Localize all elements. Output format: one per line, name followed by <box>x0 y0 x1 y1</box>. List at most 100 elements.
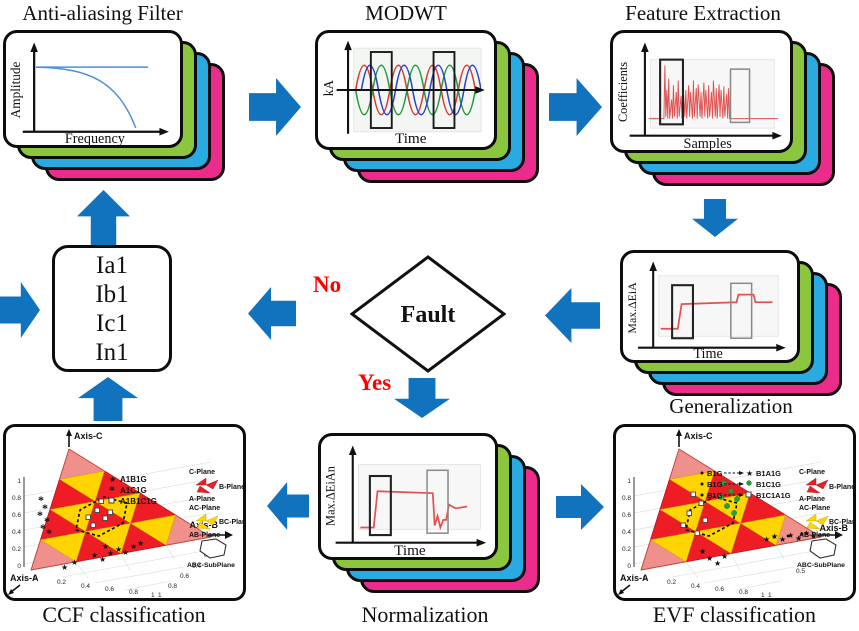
fault-window-1 <box>659 58 684 126</box>
legend-arrowhead <box>739 471 744 475</box>
green-dot-marker <box>746 480 752 486</box>
svg-text:*: * <box>38 493 44 507</box>
arrow-signalbox-to-antialiasing <box>77 190 130 245</box>
svg-text:★: ★ <box>61 563 68 572</box>
arrow-antialiasing-to-modwt <box>249 78 301 136</box>
arrow-fault-no-to-signalbox <box>248 287 296 340</box>
x-axis-label: Frequency <box>65 131 126 145</box>
filter-rolloff-curve <box>36 66 137 129</box>
three-phase-waveforms <box>354 64 482 116</box>
b-tick: 0.5 <box>796 568 805 575</box>
x-axis-label: Time <box>394 542 426 557</box>
svg-text:★: ★ <box>721 552 728 561</box>
plane-legend: C-Plane B-Plane A-Plane AC-Plane BC-Plan… <box>187 469 243 569</box>
purple-asterisk-marker: * <box>109 483 115 497</box>
legend-arrowhead <box>739 482 744 486</box>
fault-window-2 <box>432 51 456 129</box>
arrow-feature-to-generalization <box>692 199 738 237</box>
svg-text:★: ★ <box>787 531 794 540</box>
axis-a-arrowhead <box>618 589 624 595</box>
a-tick: 0.4 <box>81 583 90 590</box>
axis-c-label: Axis-C <box>74 431 103 441</box>
antialiasing-plot-card: Amplitude Frequency <box>3 30 183 148</box>
svg-text:★: ★ <box>706 554 713 563</box>
y-axis-arrowhead <box>649 261 657 271</box>
plane-label: ABC-SubPlane <box>797 562 845 569</box>
feature-plot: Coefficients Samples <box>616 42 782 150</box>
normalization-plot: Max.ΔEiAn Time <box>324 445 487 557</box>
svg-text:*: * <box>44 514 50 528</box>
scatter-b1c1a1g <box>680 491 708 536</box>
axis-c-arrowhead <box>66 429 72 436</box>
scatter-a1b1g: ★ ★★ ★ ★★ ★★★★ <box>61 539 144 572</box>
modwt-title: MODWT <box>365 1 447 25</box>
fault-window-1 <box>369 51 393 129</box>
signal-line-ia1: Ia1 <box>96 251 128 279</box>
fault-window-2 <box>729 68 751 124</box>
a-tick: 1 <box>151 592 155 598</box>
arrow-fault-yes-to-normalization <box>394 378 450 418</box>
x-axis-arrowhead <box>776 343 786 352</box>
modwt-plot: kA Time <box>321 40 485 147</box>
plane-label: AC-Plane <box>189 505 220 512</box>
evf-inner-legend: B1G ★ B1A1G B1G B1C1G B1G B1C1A1G <box>700 469 791 500</box>
scatter-b1c1g <box>718 480 740 516</box>
axis-a-label: Axis-A <box>10 573 39 583</box>
svg-text:★: ★ <box>122 548 129 557</box>
svg-text:*: * <box>42 501 48 515</box>
v-tick: 0.2 <box>622 546 631 553</box>
fault-decision-diamond: Fault <box>349 255 507 373</box>
b-tick: 0.6 <box>180 573 189 580</box>
axis-c-label: Axis-C <box>684 431 713 441</box>
ccf-inner-legend: ★ A1B1G * A1C1G A1B1C1G <box>108 475 157 506</box>
x-axis-label: Time <box>395 130 427 147</box>
abc-subplane-hexagon <box>75 496 128 537</box>
a-tick: 0.2 <box>667 579 676 586</box>
evf-caption: EVF classification <box>652 602 817 627</box>
plane-label: ABC-SubPlane <box>187 562 235 569</box>
y-axis-arrowhead <box>348 445 357 456</box>
y-axis-label: kA <box>321 80 336 97</box>
plane-label: A-Plane <box>799 496 825 503</box>
axis-c-arrowhead <box>676 429 682 436</box>
axis-a-label: Axis-A <box>620 573 649 583</box>
scatter-b1g-black <box>772 532 804 539</box>
y-axis-arrowhead <box>344 40 352 51</box>
y-axis-label: Max.ΔEiA <box>625 282 639 334</box>
arrow-normalization-to-evf <box>556 484 604 530</box>
v-tick: 0.8 <box>12 495 21 502</box>
yes-branch-label: Yes <box>358 370 392 395</box>
generalization-plot-card: Max.ΔEiA Time <box>620 250 800 363</box>
a-tick: 0.2 <box>57 579 66 586</box>
generalization-plot: Max.ΔEiA Time <box>625 261 786 360</box>
a-tick: 0.6 <box>105 586 114 593</box>
ccf-classification-panel: 1 0.8 0.6 0.4 0.2 0 Axis-C Axis-B Axis-A… <box>3 424 246 601</box>
svg-text:★: ★ <box>71 558 78 567</box>
fault-condition-label: Fault <box>401 302 456 328</box>
open-square-marker <box>745 491 752 498</box>
svg-text:★: ★ <box>102 542 109 551</box>
fault-window-1 <box>368 474 392 537</box>
legend-label: A1C1G <box>120 486 147 495</box>
black-dot-marker <box>700 471 704 475</box>
evf-ternary-plot: 1 0.8 0.6 0.4 0.2 0 Axis-C Axis-B Axis-A… <box>618 429 853 598</box>
v-tick: 0.2 <box>12 546 21 553</box>
signal-line-ic1: Ic1 <box>96 309 128 337</box>
legend-label: B1A1G <box>756 469 781 478</box>
svg-text:★: ★ <box>137 539 144 548</box>
arrow-generalization-to-fault <box>545 288 600 343</box>
fault-window-2 <box>426 469 449 534</box>
v-tick: 0.4 <box>12 529 21 536</box>
plane-label: BC-Plane <box>829 519 853 526</box>
x-axis-arrowhead <box>475 86 485 94</box>
evf-classification-panel: 1 0.8 0.6 0.4 0.2 0 Axis-C Axis-B Axis-A… <box>613 424 856 601</box>
svg-text:★: ★ <box>779 535 786 544</box>
axis-a-arrowhead <box>8 589 14 595</box>
legend-label: B1C1A1G <box>756 491 791 500</box>
generalization-caption: Generalization <box>669 394 793 418</box>
legend-arrowhead <box>739 493 744 497</box>
arrow-ccf-to-signalbox <box>78 377 138 421</box>
svg-text:★: ★ <box>699 547 706 556</box>
y-axis-arrowhead <box>30 42 38 52</box>
